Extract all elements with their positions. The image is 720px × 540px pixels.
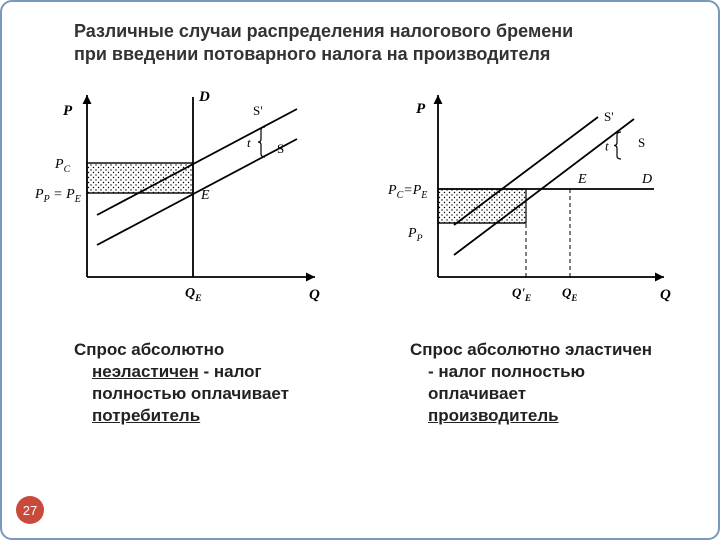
caption-left-l2a: неэластичен [92, 362, 199, 381]
svg-text:S: S [638, 135, 645, 150]
right-chart: P Q D S' S Et PC=PE PP Q'E QE [376, 79, 686, 319]
svg-text:t: t [247, 135, 251, 150]
svg-text:E: E [577, 172, 587, 187]
caption-right-l4: производитель [410, 405, 682, 427]
title-line1: Различные случаи распределения налоговог… [74, 21, 573, 41]
title-line2: при введении потоварного налога на произ… [74, 44, 550, 64]
caption-left-l4: потребитель [74, 405, 346, 427]
left-chart: P Q D S' S Et PC PP = PE QE [35, 79, 345, 319]
svg-text:PC=PE: PC=PE [387, 183, 427, 201]
caption-right-l3: оплачивает [410, 383, 682, 405]
svg-text:S': S' [253, 103, 263, 118]
caption-right-l1: Спрос абсолютно эластичен [410, 340, 652, 359]
page-number-badge: 27 [16, 496, 44, 524]
slide-title: Различные случаи распределения налоговог… [74, 20, 696, 65]
svg-text:QE: QE [185, 286, 202, 304]
caption-right-l2: - налог полностью [410, 361, 682, 383]
svg-text:Q'E: Q'E [512, 285, 531, 303]
svg-text:Q: Q [660, 287, 671, 303]
svg-text:S: S [277, 141, 284, 156]
svg-text:QE: QE [562, 285, 577, 303]
svg-text:D: D [641, 172, 652, 187]
svg-text:E: E [200, 188, 210, 203]
svg-text:PP = PE: PP = PE [35, 187, 81, 205]
svg-text:t: t [605, 139, 609, 154]
caption-right: Спрос абсолютно эластичен - налог полнос… [360, 339, 696, 427]
caption-left-l3: полностью оплачивает [74, 383, 346, 405]
caption-left-l1: Спрос абсолютно [74, 340, 224, 359]
svg-text:P: P [416, 101, 426, 117]
svg-text:S': S' [604, 109, 614, 124]
captions-row: Спрос абсолютно неэластичен - налог полн… [24, 339, 696, 427]
charts-row: P Q D S' S Et PC PP = PE QE P Q D S' S Et PC=PE PP Q'E QE [24, 79, 696, 319]
svg-text:Q: Q [309, 287, 320, 303]
svg-text:P: P [63, 103, 73, 119]
svg-text:PP: PP [407, 226, 423, 244]
svg-text:D: D [198, 89, 210, 105]
svg-text:PC: PC [54, 157, 71, 175]
caption-left: Спрос абсолютно неэластичен - налог полн… [24, 339, 360, 427]
page-number: 27 [23, 503, 37, 518]
caption-left-l2b: - налог [199, 362, 262, 381]
